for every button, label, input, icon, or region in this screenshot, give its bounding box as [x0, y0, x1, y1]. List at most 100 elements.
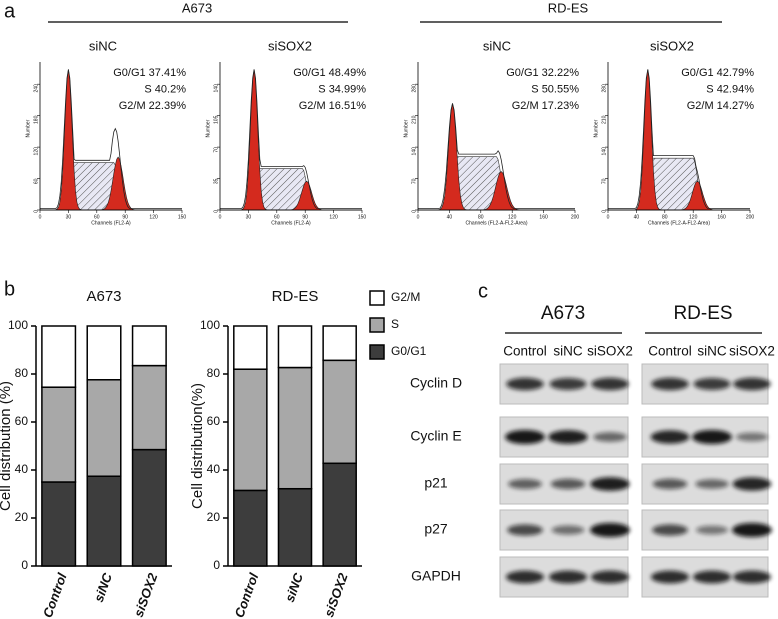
y-tick-label: 70	[213, 147, 219, 153]
blot-band	[506, 377, 544, 391]
blot-band	[548, 570, 588, 584]
group-label: A673	[541, 303, 585, 324]
x-tick-label: 160	[539, 214, 548, 220]
y-tick-label: 0	[21, 558, 28, 572]
blot-band	[505, 570, 545, 584]
x-tick-label: 150	[358, 214, 367, 220]
x-tick-label: 60	[274, 214, 280, 220]
x-tick-label: 150	[178, 214, 187, 220]
chart-title: RD-ES	[272, 288, 319, 305]
y-tick-label: 40	[207, 462, 221, 476]
bar-segment	[131, 325, 167, 367]
y-axis-label: Number	[593, 119, 599, 137]
x-tick-label: Control	[40, 571, 70, 619]
blot-band	[549, 378, 587, 390]
phase-stat: G0/G1 48.49%	[293, 67, 366, 79]
phase-stat: G2/M 22.39%	[119, 100, 186, 112]
blot-band	[548, 430, 588, 444]
s-phase-area	[608, 157, 750, 211]
panel-label: c	[478, 280, 488, 302]
bar-segment	[131, 364, 167, 451]
blot-band	[507, 524, 543, 536]
legend-label: S	[391, 317, 399, 331]
legend-swatch	[369, 290, 385, 306]
x-tick-label: 30	[246, 214, 252, 220]
lane-label: Control	[648, 344, 692, 359]
y-tick-label: 240	[33, 84, 39, 93]
legend-label: G2/M	[391, 290, 420, 304]
phase-stat: G0/G1 37.41%	[113, 67, 186, 79]
x-tick-label: siSOX2	[321, 570, 351, 619]
bar-segment	[277, 325, 313, 369]
bar-segment	[41, 386, 77, 483]
lane-label: siSOX2	[587, 344, 633, 359]
blot-band	[735, 432, 769, 442]
x-tick-label: 80	[478, 214, 484, 220]
y-axis-label: Number	[403, 119, 409, 137]
lane-label: siSOX2	[729, 344, 775, 359]
y-tick-label: 35	[213, 178, 219, 184]
blot-band	[732, 570, 772, 584]
x-axis-label: Channels (FL2-A-FL2-Area)	[466, 220, 528, 226]
blot-band	[652, 478, 688, 490]
y-tick-label: 70	[411, 178, 417, 184]
y-tick-label: 100	[200, 318, 220, 332]
blot-band	[733, 377, 771, 391]
y-tick-label: 20	[15, 510, 29, 524]
x-tick-label: 200	[746, 214, 755, 220]
y-tick-label: 60	[207, 414, 221, 428]
y-tick-label: 40	[15, 462, 29, 476]
envelope	[418, 103, 575, 209]
phase-stat: S 42.94%	[706, 83, 754, 95]
legend-swatch	[369, 317, 385, 333]
envelope	[220, 69, 362, 209]
y-tick-label: 120	[33, 147, 39, 156]
x-tick-label: 30	[66, 214, 72, 220]
phase-stat: G2/M 17.23%	[512, 100, 579, 112]
envelope	[40, 69, 182, 209]
bar-segment	[322, 462, 357, 567]
y-tick-label: 20	[207, 510, 221, 524]
row-label: Cyclin E	[410, 428, 461, 444]
y-tick-label: 70	[601, 178, 607, 184]
y-tick-label: 280	[411, 84, 417, 93]
x-tick-label: 0	[607, 214, 610, 220]
blot-band	[590, 477, 630, 491]
y-tick-label: 0	[601, 210, 607, 213]
blot-band	[732, 477, 772, 491]
y-tick-label: 210	[601, 115, 607, 124]
x-tick-label: Control	[231, 571, 261, 619]
s-phase-area	[220, 168, 362, 211]
y-tick-label: 105	[213, 115, 219, 124]
blot-band	[650, 570, 690, 584]
envelope	[608, 69, 750, 209]
bar-segment	[322, 359, 357, 465]
x-tick-label: 60	[94, 214, 100, 220]
phase-stat: G2/M 16.51%	[299, 100, 366, 112]
x-tick-label: 120	[329, 214, 338, 220]
blot-band	[551, 525, 585, 535]
y-tick-label: 100	[8, 318, 28, 332]
x-tick-label: 90	[122, 214, 128, 220]
lane-label: Control	[503, 344, 547, 359]
bar-segment	[322, 325, 357, 362]
row-label: Cyclin D	[410, 375, 462, 391]
x-tick-label: 0	[417, 214, 420, 220]
phase-stat: G0/G1 32.22%	[506, 67, 579, 79]
blot-band	[692, 430, 732, 444]
x-tick-label: 0	[39, 214, 42, 220]
x-axis-label: Channels (FL2-A-FL2-Area)	[648, 220, 710, 226]
panel-label: b	[4, 278, 15, 300]
x-tick-label: 120	[508, 214, 517, 220]
bar-segment	[41, 325, 77, 388]
y-axis-label: Number	[25, 119, 31, 137]
y-axis-label: Number	[205, 119, 211, 137]
blot-band	[508, 479, 542, 489]
blot-band	[695, 479, 729, 489]
phase-stat: S 50.55%	[531, 83, 579, 95]
x-tick-label: 0	[219, 214, 222, 220]
blot-band	[550, 478, 586, 490]
y-tick-label: 60	[33, 178, 39, 184]
y-tick-label: 280	[601, 84, 607, 93]
x-axis-label: Channels (FL2-A)	[271, 220, 311, 226]
